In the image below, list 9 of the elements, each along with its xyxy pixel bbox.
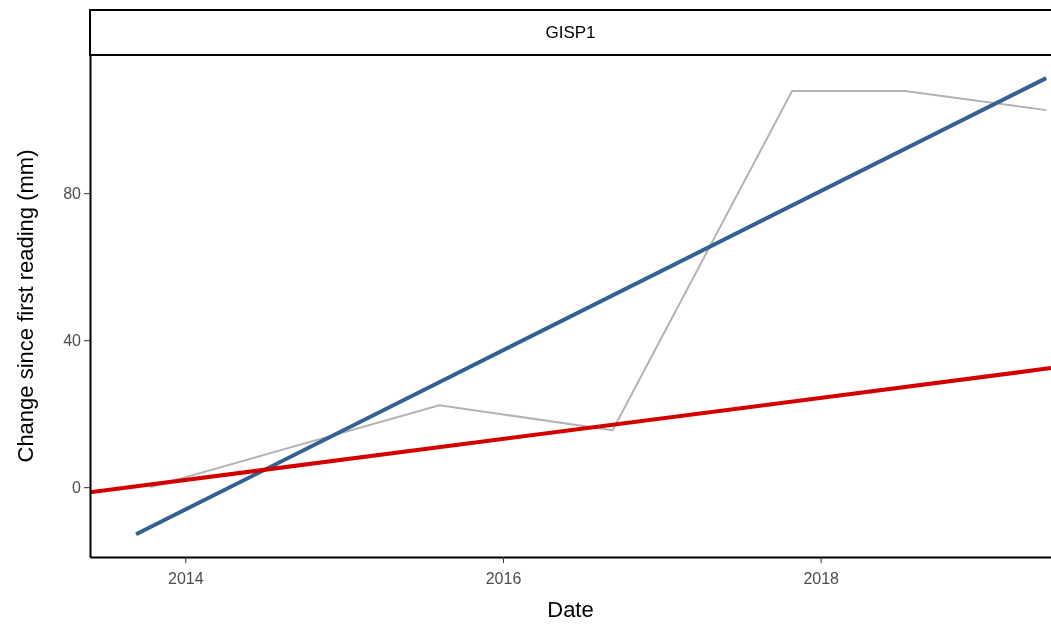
y-tick-label: 40 xyxy=(63,331,82,349)
x-tick-label: 2014 xyxy=(168,569,204,587)
y-tick-label: 80 xyxy=(63,184,82,202)
chart-title: GISP1 xyxy=(545,23,596,42)
y-axis-title: Change since first reading (mm) xyxy=(13,149,38,463)
x-tick-label: 2018 xyxy=(803,569,840,587)
x-axis-title: Date xyxy=(547,597,594,622)
y-tick-label: 0 xyxy=(72,478,82,496)
x-tick-label: 2016 xyxy=(485,569,522,587)
